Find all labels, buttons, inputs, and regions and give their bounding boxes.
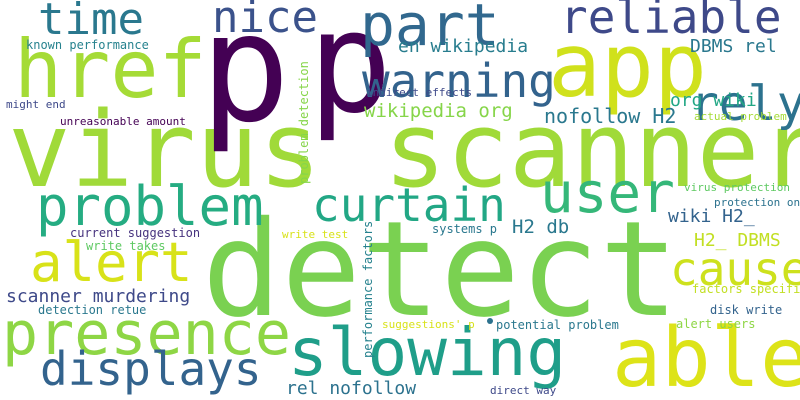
word-current-suggestion: current suggestion xyxy=(70,226,201,240)
word-href: href xyxy=(14,23,207,116)
word-wikipedia-org: wikipedia org xyxy=(364,100,513,122)
word-detect: detect xyxy=(202,193,679,347)
word-wiki-h2: wiki H2_ xyxy=(668,206,755,227)
word-cause: cause xyxy=(670,242,800,296)
word-protection-one: protection one xyxy=(714,196,800,209)
word-known-performance: known performance xyxy=(26,38,149,52)
word-displays: displays xyxy=(40,342,262,396)
word-problem-detection: problem detection xyxy=(297,61,311,184)
word-p-right: p xyxy=(308,0,393,145)
word-rely: rely xyxy=(690,76,800,132)
word-systems-p: systems p xyxy=(432,222,498,236)
word-curtain: curtain xyxy=(312,178,506,232)
word-performance-factors: performance factors xyxy=(361,220,375,358)
word-able: able xyxy=(612,311,800,400)
word-dbms-rel: DBMS rel xyxy=(690,36,777,57)
word-virus-scanner: virus scanner xyxy=(8,89,800,211)
word-write-takes: write takes xyxy=(86,239,166,253)
word-h2-dbms: H2_ DBMS xyxy=(694,230,781,251)
word-direct-way: direct way xyxy=(490,384,557,397)
word-detection-retue: detection retue xyxy=(38,303,147,317)
word-time: time xyxy=(38,0,144,45)
word-alert: alert xyxy=(30,231,193,294)
word-indirect-effects: indirect effects xyxy=(366,86,472,99)
word-reliable: reliable xyxy=(560,0,782,44)
word-presence: presence xyxy=(2,299,291,369)
word-en-wikipedia: en wikipedia xyxy=(398,36,529,57)
word-nofollow-h2: nofollow H2 xyxy=(544,104,677,128)
word-suggestions-p: suggestions' p xyxy=(382,318,475,331)
word-warning: warning xyxy=(362,54,556,108)
word-nice: nice xyxy=(212,0,318,43)
word-rel-nofollow: rel nofollow xyxy=(286,378,417,399)
dot-mark xyxy=(487,318,493,324)
word-h2-db: H2 db xyxy=(512,216,570,238)
word-factors-specific: factors specific xyxy=(692,282,800,296)
word-user: user xyxy=(540,161,675,226)
word-unreasonable-amount: unreasonable amount xyxy=(60,115,186,128)
word-slowing: slowing xyxy=(288,314,567,391)
word-scanner-murdering: scanner murdering xyxy=(6,286,191,307)
word-potential-problem: potential problem xyxy=(496,318,619,332)
word-disk-write: disk write xyxy=(710,303,783,317)
word-write-test: write test xyxy=(282,228,349,241)
word-org-wiki: org wiki xyxy=(670,90,757,111)
word-alert-users: alert users xyxy=(676,317,756,331)
word-p-left: p xyxy=(200,0,291,156)
word-might-end: might end xyxy=(6,98,66,111)
word-part: part xyxy=(360,0,500,59)
word-virus-protection: virus protection xyxy=(684,181,790,194)
word-problem: problem xyxy=(36,175,264,238)
word-actual-problem: actual problem xyxy=(694,110,787,123)
word-app: app xyxy=(548,14,707,117)
